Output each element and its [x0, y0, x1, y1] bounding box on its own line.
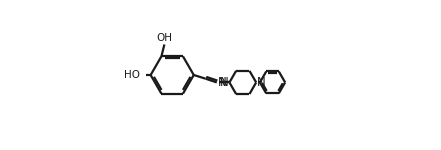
Text: HO: HO — [123, 70, 139, 80]
Text: OH: OH — [157, 33, 172, 43]
Text: N: N — [258, 76, 266, 89]
Text: N: N — [220, 76, 228, 89]
Text: N: N — [218, 76, 227, 89]
